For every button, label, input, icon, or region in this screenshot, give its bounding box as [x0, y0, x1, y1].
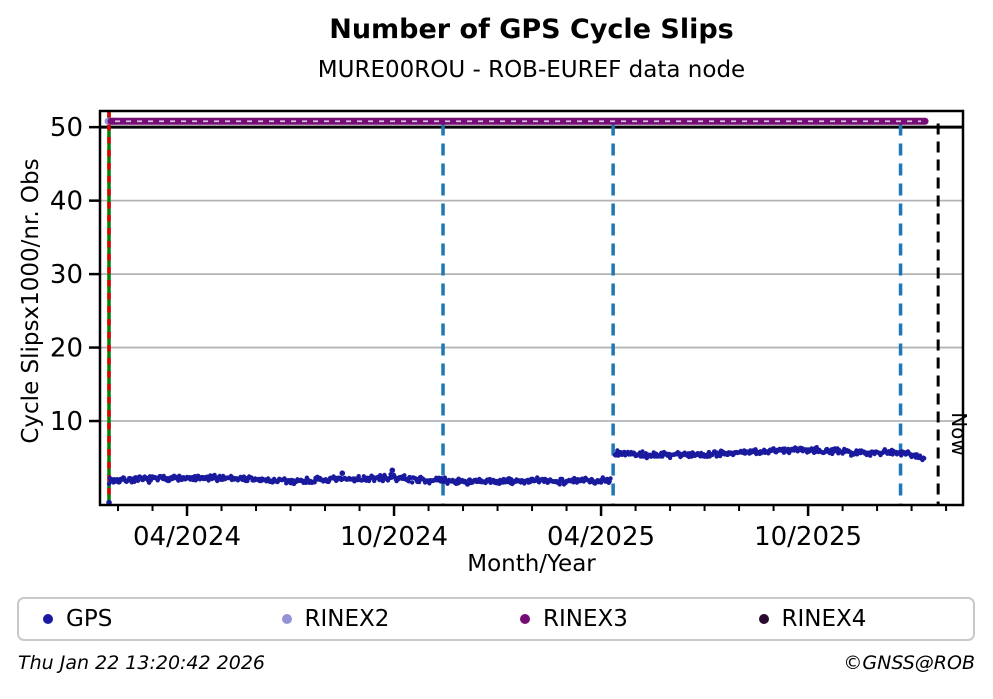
- legend-label-rinex4: RINEX4: [781, 606, 867, 632]
- x-axis-label: Month/Year: [467, 551, 596, 577]
- plot-area: Now 04/2024 10/2024 04/2025 10/2025 10 20 30 40 5…: [50, 109, 971, 552]
- legend-label-rinex3: RINEX3: [543, 606, 628, 632]
- now-label: Now: [947, 412, 971, 456]
- x-tick-label: 10/2024: [340, 522, 448, 552]
- legend: GPS RINEX2 RINEX3 RINEX4: [17, 597, 975, 641]
- plot-border: [98, 109, 965, 507]
- x-tick-label: 04/2024: [133, 522, 241, 552]
- chart-subtitle: MURE00ROU - ROB-EUREF data node: [317, 57, 746, 83]
- y-tick-label: 50: [50, 113, 83, 143]
- gps-scatter: [106, 445, 927, 506]
- x-tick-label: 04/2025: [547, 522, 655, 552]
- legend-item-rinex2: RINEX2: [258, 606, 497, 632]
- legend-item-rinex4: RINEX4: [735, 606, 974, 632]
- rinex4-marker-icon: [758, 614, 769, 624]
- gps-marker-icon: [43, 614, 53, 624]
- copyright: ©GNSS@ROB: [843, 652, 975, 674]
- y-tick-label: 10: [50, 407, 83, 437]
- legend-item-gps: GPS: [19, 606, 258, 632]
- legend-item-rinex3: RINEX3: [496, 606, 735, 632]
- y-tick-label: 20: [50, 334, 83, 364]
- y-tick-label: 40: [50, 187, 83, 217]
- x-tick-label: 10/2025: [754, 522, 862, 552]
- legend-label-rinex2: RINEX2: [304, 606, 390, 632]
- plot-timestamp: Thu Jan 22 13:20:42 2026: [18, 652, 265, 674]
- rinex3-marker-icon: [520, 614, 530, 624]
- rinex2-marker-icon: [281, 614, 292, 624]
- y-tick-label: 30: [50, 260, 83, 290]
- chart-title: Number of GPS Cycle Slips: [329, 14, 734, 45]
- legend-label-gps: GPS: [66, 606, 113, 632]
